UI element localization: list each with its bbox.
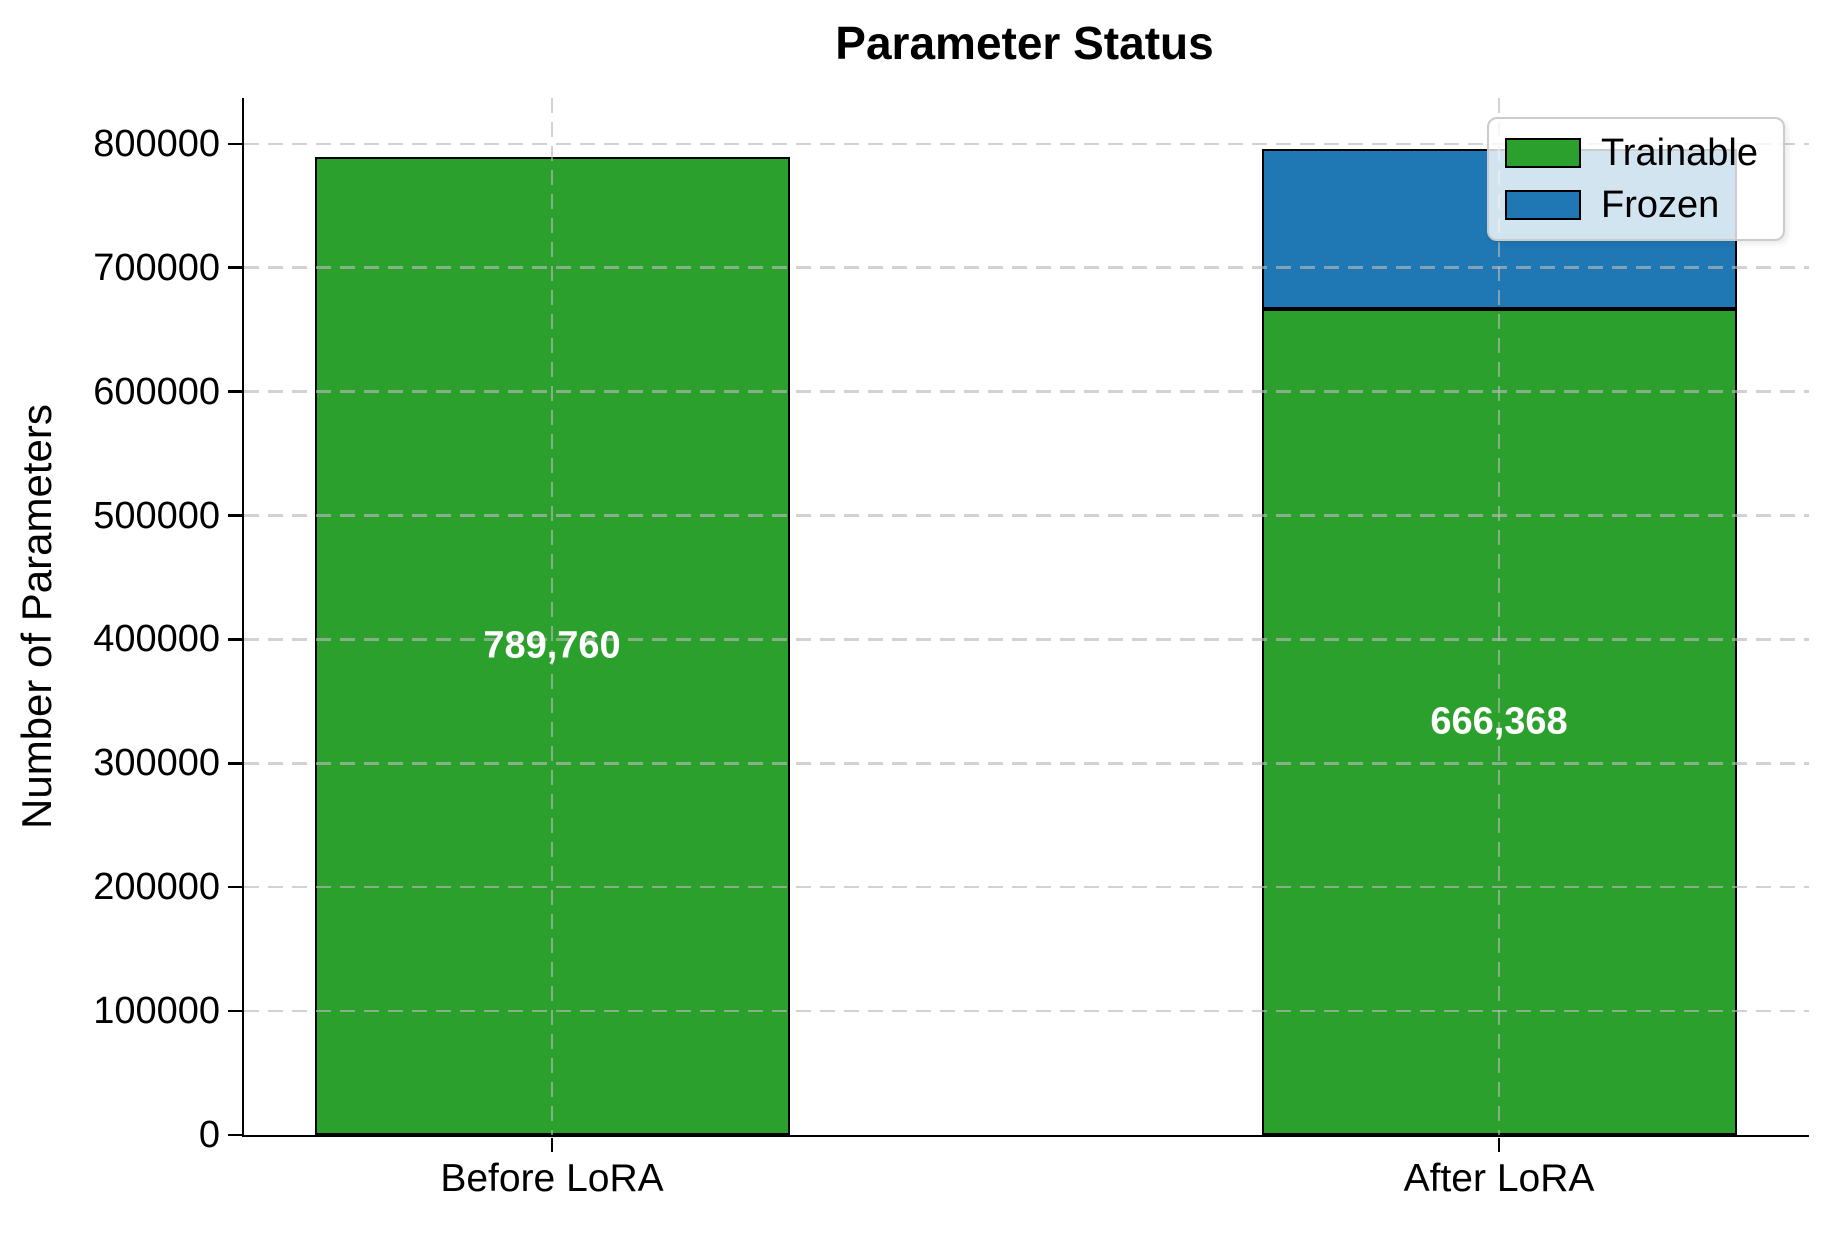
y-axis-tick bbox=[227, 762, 242, 765]
y-axis-tick bbox=[227, 885, 242, 889]
gridline-horizontal bbox=[244, 885, 1809, 889]
y-tick-label: 500000 bbox=[93, 494, 220, 537]
legend-label: Frozen bbox=[1601, 184, 1720, 226]
legend-label: Trainable bbox=[1601, 132, 1759, 174]
y-tick-label: 200000 bbox=[93, 866, 220, 909]
legend-swatch-trainable bbox=[1505, 138, 1581, 168]
y-axis-tick bbox=[227, 1133, 242, 1137]
gridline-vertical bbox=[1497, 98, 1501, 1135]
bar-value-label: 789,760 bbox=[483, 624, 621, 667]
y-tick-label: 600000 bbox=[93, 370, 220, 413]
gridline-horizontal bbox=[244, 266, 1809, 269]
y-tick-label: 400000 bbox=[93, 618, 220, 661]
y-tick-label: 700000 bbox=[93, 246, 220, 289]
gridline-horizontal bbox=[244, 514, 1809, 517]
chart-title: Parameter Status bbox=[835, 17, 1214, 69]
y-axis-tick bbox=[227, 390, 242, 393]
gridline-horizontal bbox=[244, 142, 1809, 146]
y-tick-label: 100000 bbox=[93, 990, 220, 1033]
y-tick-label: 0 bbox=[198, 1114, 220, 1156]
gridline-horizontal bbox=[244, 762, 1809, 765]
plot-area: 0 100000 200000 300000 400000 500000 600000 700… bbox=[93, 98, 1809, 1198]
legend: Trainable Frozen bbox=[1487, 117, 1785, 241]
y-axis-tick bbox=[227, 638, 242, 641]
legend-item-frozen: Frozen bbox=[1505, 186, 1783, 224]
y-axis-tick bbox=[227, 1009, 242, 1013]
gridline-horizontal bbox=[244, 638, 1809, 641]
x-tick-label: Before LoRA bbox=[440, 1157, 664, 1200]
x-axis-tick bbox=[1497, 1137, 1501, 1152]
y-tick-label: 300000 bbox=[93, 742, 220, 785]
y-axis-tick bbox=[227, 514, 242, 517]
legend-swatch-frozen bbox=[1505, 190, 1581, 220]
gridline-horizontal bbox=[244, 390, 1809, 393]
y-axis-tick bbox=[227, 266, 242, 269]
x-tick-label: After LoRA bbox=[1403, 1157, 1595, 1200]
x-axis-tick bbox=[550, 1137, 554, 1152]
y-axis-tick bbox=[227, 142, 242, 146]
gridline-horizontal bbox=[244, 1009, 1809, 1013]
y-tick-label: 800000 bbox=[93, 122, 220, 165]
gridline-vertical bbox=[550, 98, 554, 1135]
legend-item-trainable: Trainable bbox=[1505, 134, 1783, 172]
bar-value-label: 666,368 bbox=[1430, 700, 1568, 743]
y-axis-label: Number of Parameters bbox=[13, 404, 60, 829]
